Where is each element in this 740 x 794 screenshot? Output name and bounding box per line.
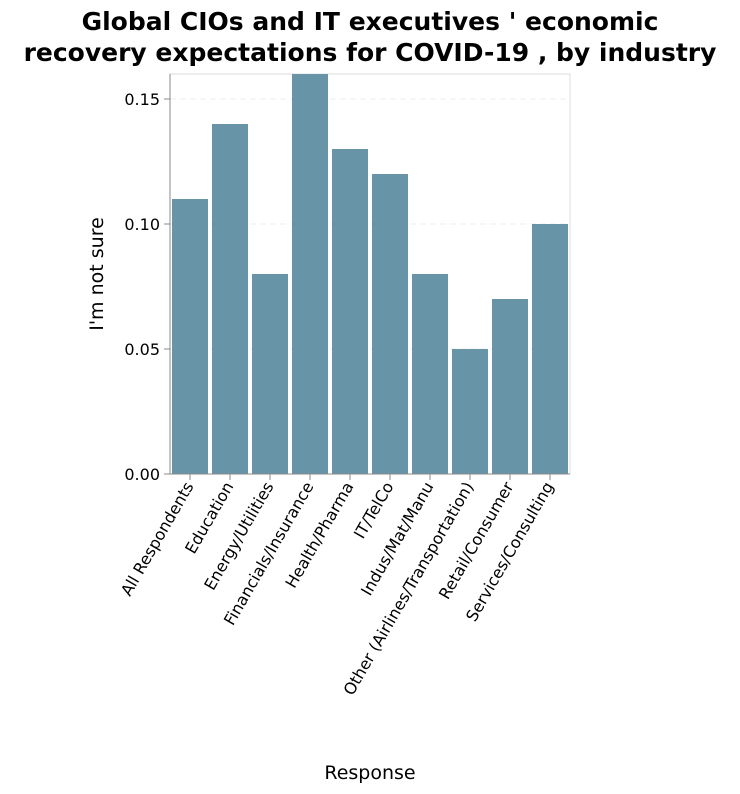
bar	[372, 174, 408, 474]
bar	[212, 124, 248, 474]
y-tick-label: 0.10	[124, 215, 160, 234]
bars	[172, 74, 568, 474]
bar	[292, 74, 328, 474]
bar	[252, 274, 288, 474]
y-tick-label: 0.15	[124, 90, 160, 109]
chart-title: Global CIOs and IT executives ' economic…	[0, 6, 740, 68]
bar	[172, 199, 208, 474]
bar	[332, 149, 368, 474]
bar	[532, 224, 568, 474]
bar	[412, 274, 448, 474]
bar	[452, 349, 488, 474]
bar	[492, 299, 528, 474]
y-tick-label: 0.00	[124, 465, 160, 484]
y-tick-label: 0.05	[124, 340, 160, 359]
y-axis-title: I'm not sure	[86, 217, 108, 331]
x-axis-title: Response	[324, 762, 415, 784]
chart-title-line-2: recovery expectations for COVID-19 , by …	[23, 38, 717, 67]
chart-title-line-1: Global CIOs and IT executives ' economic	[81, 7, 659, 36]
